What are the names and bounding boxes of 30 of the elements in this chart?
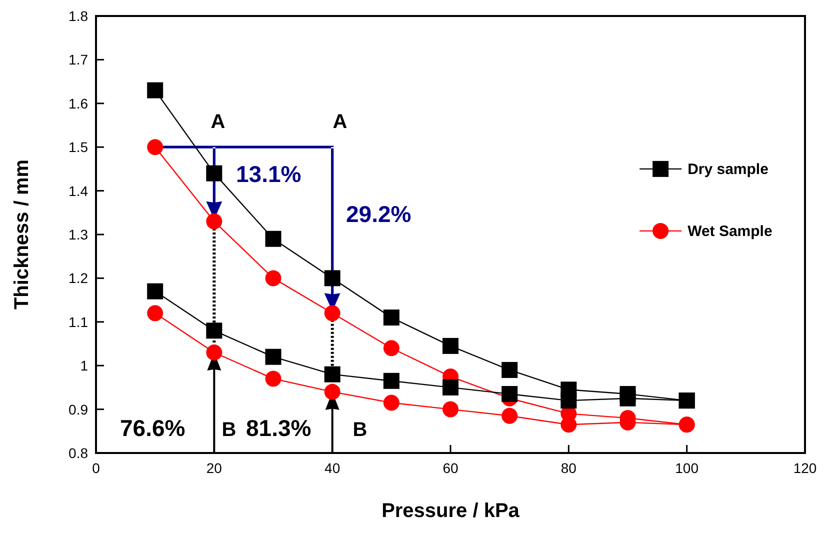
annotation: 81.3% — [246, 415, 312, 441]
annotation: 76.6% — [120, 415, 186, 441]
y-tick-label: 1.6 — [68, 95, 88, 112]
legend-label: Dry sample — [688, 160, 768, 178]
y-tick-label: 0.8 — [68, 445, 88, 461]
x-tick-label: 0 — [92, 460, 100, 476]
y-tick-label: 1.5 — [68, 139, 88, 156]
y-tick-label: 1 — [80, 358, 88, 374]
legend-label: Wet Sample — [688, 222, 772, 240]
x-tick-label: 80 — [560, 460, 577, 476]
x-tick-label: 100 — [675, 460, 699, 476]
annotation: 29.2% — [346, 201, 412, 227]
annotation: A — [332, 111, 348, 133]
annotation: B — [352, 419, 368, 441]
annotation: A — [210, 111, 226, 133]
y-axis-title: Thickness / mm — [11, 159, 33, 310]
x-tick-label: 120 — [793, 460, 817, 476]
x-tick-label: 20 — [206, 460, 222, 476]
y-tick-label: 0.9 — [68, 401, 88, 418]
y-tick-label: 1.2 — [68, 270, 88, 286]
y-tick-label: 1.1 — [68, 314, 88, 330]
y-tick-label: 1.8 — [68, 8, 88, 24]
x-tick-label: 40 — [324, 460, 340, 476]
annotation: B — [222, 419, 236, 441]
y-tick-label: 1.4 — [68, 182, 88, 199]
x-tick-label: 60 — [442, 460, 458, 476]
annotation: 13.1% — [236, 161, 302, 187]
y-tick-label: 1.7 — [68, 52, 88, 68]
x-axis-title: Pressure / kPa — [382, 500, 520, 522]
y-tick-label: 1.3 — [68, 226, 88, 242]
